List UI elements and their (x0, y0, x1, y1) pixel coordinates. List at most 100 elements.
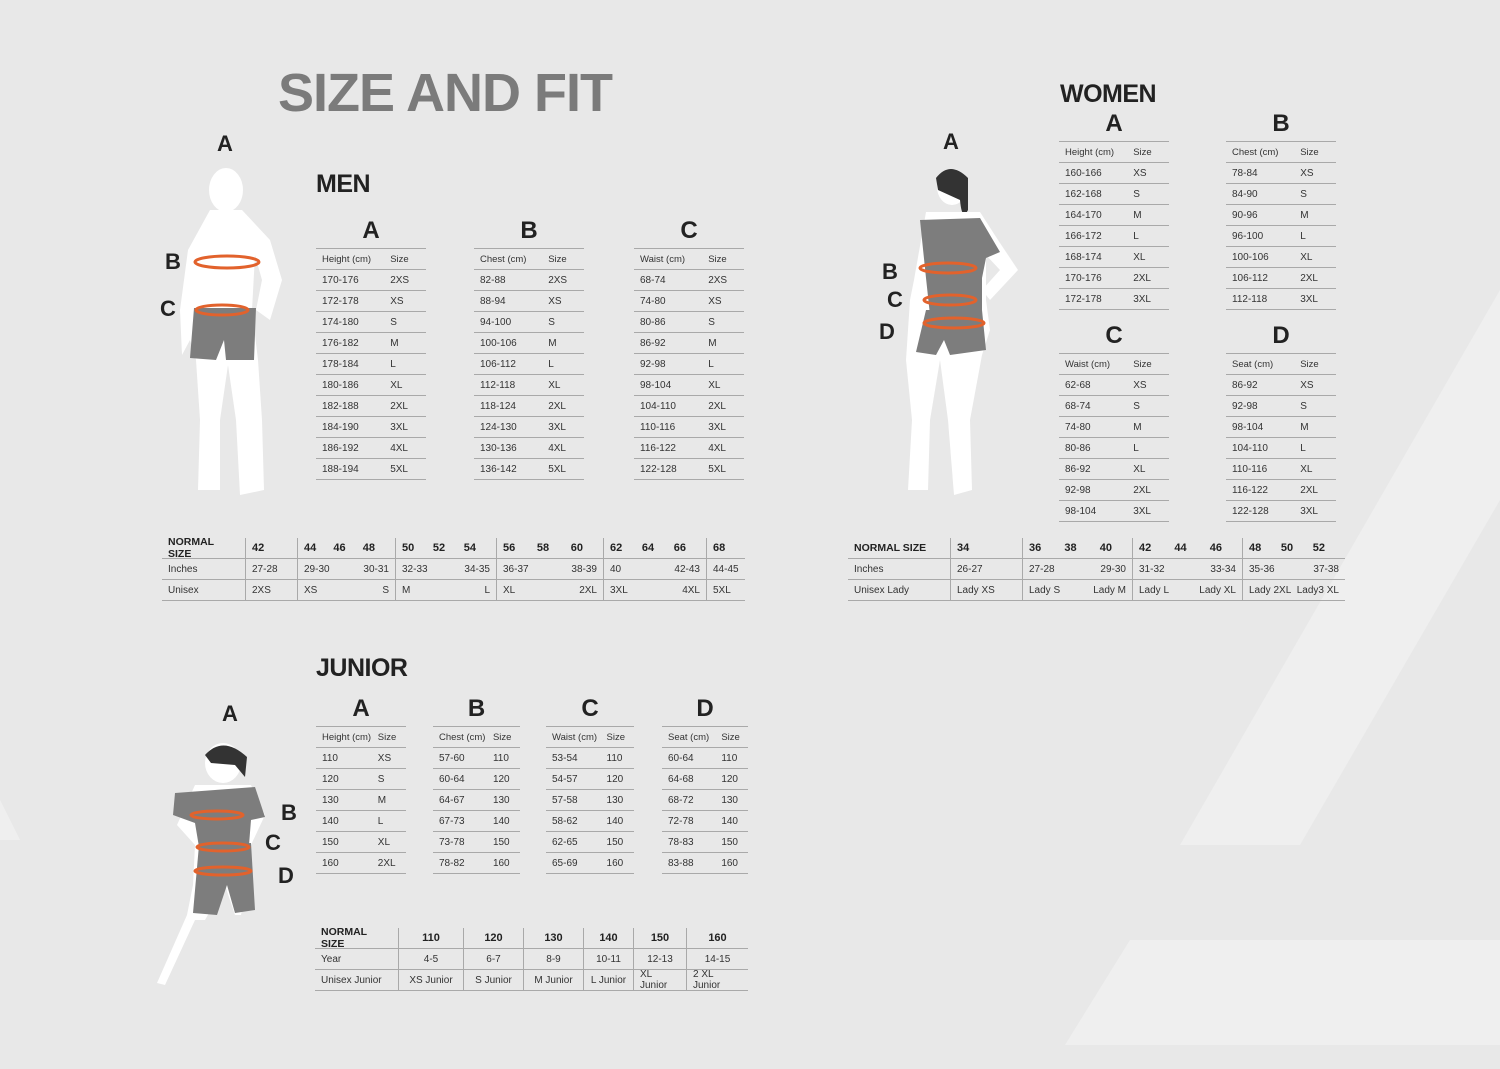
table-row: 118-124 2XL (474, 395, 584, 417)
column-header: Size (542, 248, 584, 270)
table-cell: 140 (600, 810, 634, 832)
table-cell: 83-88 (662, 852, 716, 874)
table-cell: 186-192 (316, 437, 385, 459)
normal-size-row: Inches 27-28 29-30 30-31 32-33 34-35 36-37 38-3… (162, 559, 745, 580)
table-cell: 100-106 (474, 332, 543, 354)
table-cell: XS (1294, 374, 1336, 396)
table-cell: 150 (600, 831, 634, 853)
table-cell: 64-67 (433, 789, 487, 811)
normal-size-cell: XL 2XL (496, 580, 603, 600)
table-row: 184-190 3XL (316, 416, 426, 438)
normal-size-cell: 150 (633, 928, 686, 948)
table-cell: 4XL (702, 437, 744, 459)
table-letter: C (680, 217, 698, 244)
table-row: 150 XL (316, 831, 406, 853)
table-cell: L (1127, 437, 1169, 459)
normal-size-row: Inches 26-27 27-28 29-30 31-32 33-34 35-36 37-3… (848, 559, 1345, 580)
table-row: 54-57 120 (546, 768, 634, 790)
table-header-row: Height (cm) Size (1059, 141, 1169, 163)
table-row: 160 2XL (316, 852, 406, 874)
column-header: Chest (cm) (1226, 141, 1295, 163)
column-header: Size (1127, 353, 1169, 375)
table-letter: B (467, 695, 486, 722)
cell-value: 2XS (252, 584, 271, 596)
table-cell: 86-92 (1226, 374, 1295, 396)
table-cell: XS (1294, 162, 1336, 184)
table-cell: XS (1127, 162, 1169, 184)
normal-size-cell: 27-28 29-30 (1022, 559, 1132, 579)
cell-value: 42 (1139, 542, 1152, 554)
normal-size-cell: 40 42-43 (603, 559, 706, 579)
table-row: 98-104 XL (634, 374, 744, 396)
normal-size-row: NORMAL SIZE 42 44 46 48 50 52 54 56 58 60 62 64 66 68 (162, 536, 745, 560)
column-header: Size (384, 248, 426, 270)
table-cell: 68-74 (1059, 395, 1128, 417)
table-row: 68-74 S (1059, 395, 1169, 417)
cell-value: 32-33 (402, 563, 428, 575)
table-cell: 110 (715, 747, 748, 769)
table-row: 62-65 150 (546, 831, 634, 853)
table-row: 92-98 L (634, 353, 744, 375)
junior-label-d: D (278, 863, 294, 888)
table-cell: 60-64 (662, 747, 716, 769)
normal-size-cell: 8-9 (523, 949, 583, 969)
table-row: 172-178 XS (316, 290, 426, 312)
table-row: 90-96 M (1226, 204, 1336, 226)
normal-size-cell: S Junior (463, 970, 523, 990)
table-row: 78-84 XS (1226, 162, 1336, 184)
table-cell: 122-128 (634, 458, 703, 480)
cell-value: 36 (1029, 542, 1042, 554)
size-table: D Seat (cm) Size 60-64 110 64-68 120 68-72 130 72… (662, 695, 748, 874)
table-cell: 57-58 (546, 789, 601, 811)
table-cell: XL (1127, 246, 1169, 268)
table-row: 122-128 5XL (634, 458, 744, 480)
cell-value: 40 (1099, 542, 1112, 554)
size-table-grid: Waist (cm) Size 53-54 110 54-57 120 57-58 130 58… (546, 726, 634, 874)
table-cell: 112-118 (1226, 288, 1295, 310)
normal-size-cell: Lady XS (950, 580, 1022, 600)
table-row: 60-64 120 (433, 768, 520, 790)
table-cell: XL (1294, 458, 1336, 480)
table-cell: 74-80 (634, 290, 703, 312)
table-cell: S (1294, 395, 1336, 417)
women-figure (906, 169, 1018, 495)
normal-size-cell: 36 38 40 (1022, 538, 1132, 558)
junior-figure (157, 743, 265, 985)
cell-value: 27-28 (252, 563, 278, 575)
table-cell: M (702, 332, 744, 354)
table-row: 188-194 5XL (316, 458, 426, 480)
normal-size-cell: 44-45 (706, 559, 745, 579)
normal-size-cell: 14-15 (686, 949, 748, 969)
table-row: 110-116 XL (1226, 458, 1336, 480)
table-cell: 98-104 (634, 374, 703, 396)
table-cell: 110-116 (634, 416, 703, 438)
table-cell: 84-90 (1226, 183, 1295, 205)
table-row: 60-64 110 (662, 747, 748, 769)
table-cell: 3XL (1294, 288, 1336, 310)
table-cell: 68-74 (634, 269, 703, 291)
table-cell: 182-188 (316, 395, 385, 417)
table-row: 92-98 S (1226, 395, 1336, 417)
table-row: 98-104 M (1226, 416, 1336, 438)
table-cell: 160 (316, 852, 372, 874)
table-row: 86-92 M (634, 332, 744, 354)
normal-size-row: NORMAL SIZE 110 120 130 140 150 160 (315, 926, 748, 950)
normal-size-cell: 110 (398, 928, 463, 948)
normal-size-cell: 44 46 48 (297, 538, 395, 558)
cell-value: 12-13 (647, 953, 673, 965)
table-cell: 3XL (1127, 288, 1169, 310)
column-header: Size (1294, 141, 1336, 163)
row-label: Unisex (168, 584, 199, 596)
table-cell: 2XL (384, 395, 426, 417)
cell-value: Lady M (1093, 584, 1126, 596)
table-cell: S (1294, 183, 1336, 205)
table-cell: 178-184 (316, 353, 385, 375)
table-cell: 3XL (1127, 500, 1169, 522)
column-header: Waist (cm) (634, 248, 703, 270)
cell-value: 26-27 (957, 563, 983, 575)
size-table-grid: Waist (cm) Size 68-74 2XS 74-80 XS 80-86 S 86-92… (634, 248, 744, 480)
table-header-row: Chest (cm) Size (433, 726, 520, 748)
table-row: 178-184 L (316, 353, 426, 375)
table-cell: 2XL (371, 852, 406, 874)
cell-value: 35-36 (1249, 563, 1275, 575)
